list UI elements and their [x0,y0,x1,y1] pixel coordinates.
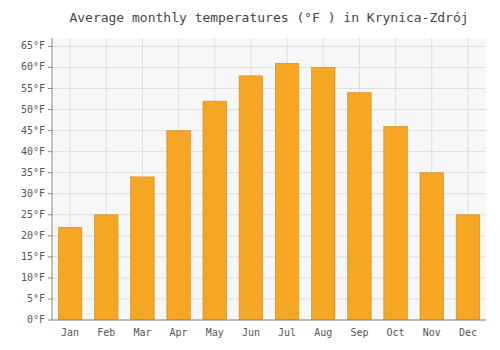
tick-label: Sep [350,327,368,338]
tick-mark [48,235,52,236]
bar [275,63,299,320]
bar [384,126,408,320]
tick-mark [48,172,52,173]
tick-label: Mar [133,327,151,338]
tick-label: Feb [97,327,115,338]
tick-label: Nov [423,327,441,338]
tick-mark [48,88,52,89]
tick-mark [48,214,52,215]
tick-label: 40°F [21,146,45,157]
grid-line [52,46,486,47]
tick-label: 65°F [21,40,45,51]
grid-line [52,109,486,110]
tick-label: 30°F [21,188,45,199]
tick-label: 45°F [21,125,45,136]
tick-label: Jan [61,327,79,338]
bar [239,76,263,320]
tick-label: 55°F [21,83,45,94]
grid-line [52,67,486,68]
tick-mark [48,256,52,257]
bars [58,63,479,320]
grid-line [52,151,486,152]
chart: 0°F 5°F 10°F 15°F 20°F 25°F 30°F 35°F 40°F 45°F 50… [0,0,500,350]
tick-label: 15°F [21,251,45,262]
tick-mark [48,151,52,152]
tick-mark [48,298,52,299]
tick-label: Jul [278,327,296,338]
tick-label: 5°F [27,293,45,304]
tick-label: 50°F [21,104,45,115]
tick-label: Oct [387,327,405,338]
grid-line [52,130,486,131]
bar [456,215,480,320]
tick-mark [48,130,52,131]
bar [58,227,82,320]
x-axis [52,320,486,321]
bar [311,67,335,320]
tick-mark [48,320,52,321]
title: Average monthly temperatures (°F ) in Kr… [69,10,468,25]
tick-label: 25°F [21,209,45,220]
tick-label: Apr [170,327,188,338]
tick-label: Dec [459,327,477,338]
tick-label: Jun [242,327,260,338]
tick-label: 60°F [21,61,45,72]
tick-label: 10°F [21,272,45,283]
bar [203,101,227,320]
bar [420,173,444,320]
tick-mark [48,277,52,278]
tick-label: Aug [314,327,332,338]
plot-area [52,38,486,320]
grid-line [52,320,486,321]
tick-label: 20°F [21,230,45,241]
tick-mark [48,109,52,110]
tick-mark [48,46,52,47]
tick-mark [48,193,52,194]
bar [167,131,191,320]
tick-label: 35°F [21,167,45,178]
tick-label: 0°F [27,314,45,325]
y-axis [52,38,53,320]
bar [131,177,155,320]
bar [348,93,372,320]
grid-line [52,88,486,89]
tick-label: May [206,327,224,338]
tick-mark [48,67,52,68]
bar [94,215,118,320]
